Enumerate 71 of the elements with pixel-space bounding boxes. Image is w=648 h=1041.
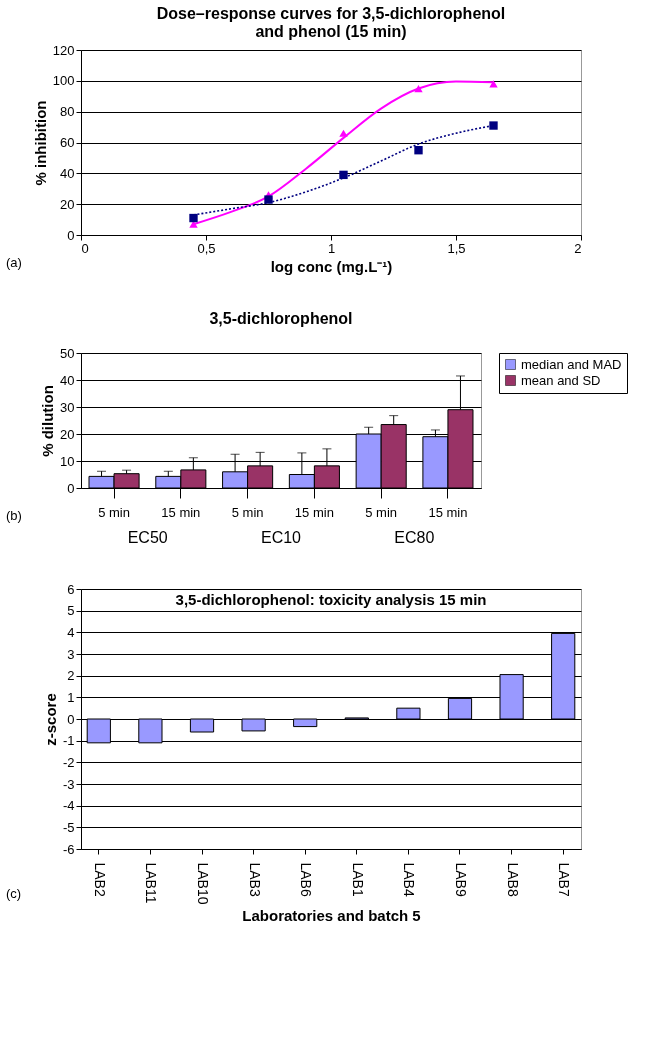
y-tick-label: 10: [60, 453, 75, 469]
x-tick-label: 0,5: [197, 240, 216, 256]
point: [189, 213, 198, 223]
y-tick-label: 5: [67, 603, 75, 619]
x-tick-label: LAB2: [91, 862, 108, 897]
y-tick-label: 40: [60, 165, 75, 181]
x-axis-title: log conc (mg.L⁻¹): [270, 257, 393, 275]
point: [414, 84, 423, 93]
y-tick-label: 20: [60, 196, 75, 212]
x-tick-label: 5 min: [231, 504, 264, 520]
point: [489, 80, 498, 88]
y-tick-label: 1: [67, 689, 75, 705]
x-axis-title: Laboratories and batch 5: [242, 906, 421, 924]
x-tick-label: 2: [574, 240, 582, 256]
x-tick-label: 1: [327, 240, 336, 256]
y-tick-label: 20: [60, 426, 75, 442]
text: (c): [6, 886, 22, 901]
x-tick-label: 5 min: [98, 504, 130, 520]
y-tick-label: 2: [67, 668, 75, 684]
point: [339, 129, 348, 137]
text: EC80: [394, 529, 435, 546]
y-tick-label: 100: [52, 73, 75, 89]
chart-title: 3,5-dichlorophenol: [209, 310, 353, 327]
x-tick-label: 15 min: [161, 504, 201, 520]
point: [264, 195, 273, 204]
y-tick-label: 0: [67, 711, 75, 727]
chart-title: Dose–response curves for 3,5-dichlorophenol and phenol (15 min): [156, 5, 506, 40]
y-tick-label: 80: [60, 104, 75, 120]
y-tick-label: 120: [52, 42, 75, 58]
text: (b): [6, 508, 22, 523]
y-axis-title: % inhibition: [31, 100, 49, 186]
text: EC50: [127, 529, 168, 546]
y-tick-label: 40: [60, 372, 75, 388]
x-tick-label: LAB9: [453, 862, 469, 897]
x-tick-label: LAB11: [143, 862, 160, 904]
x-tick-label: LAB4: [401, 862, 418, 897]
y-tick-label: -1: [62, 733, 75, 749]
x-tick-label: LAB1: [349, 862, 366, 897]
x-tick-label: LAB6: [298, 862, 315, 897]
x-tick-label: 15 min: [294, 504, 334, 520]
point: [339, 170, 348, 180]
y-tick-label: 6: [67, 581, 75, 597]
y-tick-label: -5: [62, 819, 75, 835]
y-axis-title: z-score: [41, 693, 59, 746]
chart-title: 3,5-dichlorophenol: toxicity analysis 15 min: [175, 590, 487, 608]
x-tick-label: LAB8: [504, 862, 521, 897]
text: (a): [6, 255, 22, 270]
x-tick-label: LAB7: [556, 862, 573, 897]
y-tick-label: 3: [67, 646, 75, 662]
y-tick-label: -4: [62, 798, 75, 814]
y-tick-label: -6: [62, 841, 75, 857]
y-tick-label: 50: [60, 345, 75, 361]
x-tick-label: LAB10: [195, 862, 211, 905]
x-tick-label: LAB3: [246, 862, 263, 897]
x-tick-label: 15 min: [428, 504, 468, 520]
y-tick-label: 4: [67, 624, 75, 640]
y-tick-label: 0: [67, 227, 75, 243]
legend-label: mean and SD: [521, 372, 601, 388]
text: EC10: [260, 529, 302, 546]
legend-label: median and MAD: [521, 356, 622, 372]
point: [489, 121, 498, 130]
x-tick-label: 1,5: [447, 240, 466, 256]
x-tick-label: 5 min: [365, 504, 398, 520]
y-axis-title: % dilution: [39, 385, 57, 457]
y-tick-label: -3: [62, 776, 75, 792]
y-tick-label: 0: [67, 480, 75, 496]
y-tick-label: 60: [60, 135, 75, 150]
y-tick-label: -2: [62, 754, 75, 770]
x-tick-label: 0: [81, 240, 89, 256]
point: [414, 146, 423, 155]
y-tick-label: 30: [60, 399, 75, 415]
